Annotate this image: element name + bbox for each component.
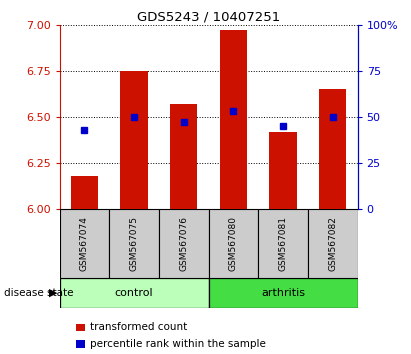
Text: ▶: ▶ [48,288,57,298]
Bar [120,71,148,209]
Bar [208,278,358,308]
Bar [308,209,358,278]
Text: control: control [115,288,153,298]
Text: transformed count: transformed count [90,322,187,332]
Bar [60,278,209,308]
Bar [170,104,197,209]
Text: disease state: disease state [4,288,74,298]
Text: GSM567074: GSM567074 [80,216,89,271]
Text: GSM567075: GSM567075 [129,216,139,271]
Bar [208,209,258,278]
Bar [159,209,208,278]
Title: GDS5243 / 10407251: GDS5243 / 10407251 [137,11,280,24]
Bar [71,176,98,209]
Bar [109,209,159,278]
Bar [220,30,247,209]
Text: GSM567081: GSM567081 [279,216,288,271]
Text: GSM567082: GSM567082 [328,216,337,271]
Text: arthritis: arthritis [261,288,305,298]
Bar [270,132,297,209]
Text: GSM567076: GSM567076 [179,216,188,271]
Bar [319,89,346,209]
Text: percentile rank within the sample: percentile rank within the sample [90,339,266,349]
Bar [60,209,109,278]
Bar [258,209,308,278]
Text: GSM567080: GSM567080 [229,216,238,271]
